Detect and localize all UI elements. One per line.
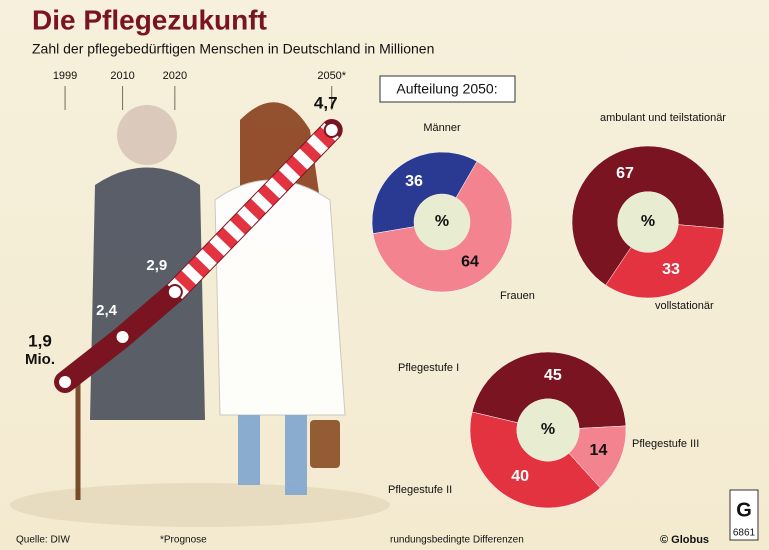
slice-label: Männer (423, 122, 461, 134)
value-label: 1,9 (28, 331, 52, 350)
value-label: 2,4 (96, 302, 118, 319)
slice-value: 14 (590, 442, 608, 459)
x-tick-label: 2020 (163, 70, 187, 82)
data-point (325, 123, 339, 137)
subtitle: Zahl der pflegebedürftigen Menschen in D… (32, 41, 434, 57)
center-label: % (435, 213, 449, 230)
data-point (168, 285, 182, 299)
center-label: % (641, 213, 655, 230)
title: Die Pflegezukunft (32, 4, 267, 35)
unit-label: Mio. (25, 351, 55, 368)
data-point (58, 375, 72, 389)
note: *Prognose (160, 535, 207, 546)
slice-label: Pflegestufe III (632, 438, 699, 450)
x-tick-label: 1999 (53, 70, 77, 82)
value-label: 4,7 (314, 93, 338, 112)
slice-value: 40 (511, 468, 529, 485)
source: Quelle: DIW (16, 535, 70, 546)
center-label: % (541, 421, 555, 438)
value-label: 2,9 (146, 257, 167, 274)
slice-label: Pflegestufe II (388, 484, 452, 496)
slice-value: 64 (461, 253, 479, 270)
slice-label: Frauen (500, 290, 535, 302)
slice-label: vollstationär (655, 300, 714, 312)
x-tick-label: 2050* (317, 70, 346, 82)
slice-label: ambulant und teilstationär (600, 112, 726, 124)
globus-g: G (736, 499, 752, 521)
graphic-number: 6861 (733, 528, 756, 539)
slice-value: 33 (662, 261, 680, 278)
credit: © Globus (660, 534, 709, 546)
ground-shadow (10, 483, 390, 527)
slice-value: 67 (616, 165, 634, 182)
breakdown-title: Aufteilung 2050: (396, 81, 497, 97)
rounding-note: rundungsbedingte Differenzen (390, 535, 524, 546)
infographic: Die Pflegezukunft Zahl der pflegebedürft… (0, 0, 769, 550)
slice-label: Pflegestufe I (398, 362, 459, 374)
slice-value: 36 (405, 173, 423, 190)
slice-value: 45 (544, 367, 562, 384)
data-point (116, 330, 130, 344)
x-tick-label: 2010 (110, 70, 134, 82)
